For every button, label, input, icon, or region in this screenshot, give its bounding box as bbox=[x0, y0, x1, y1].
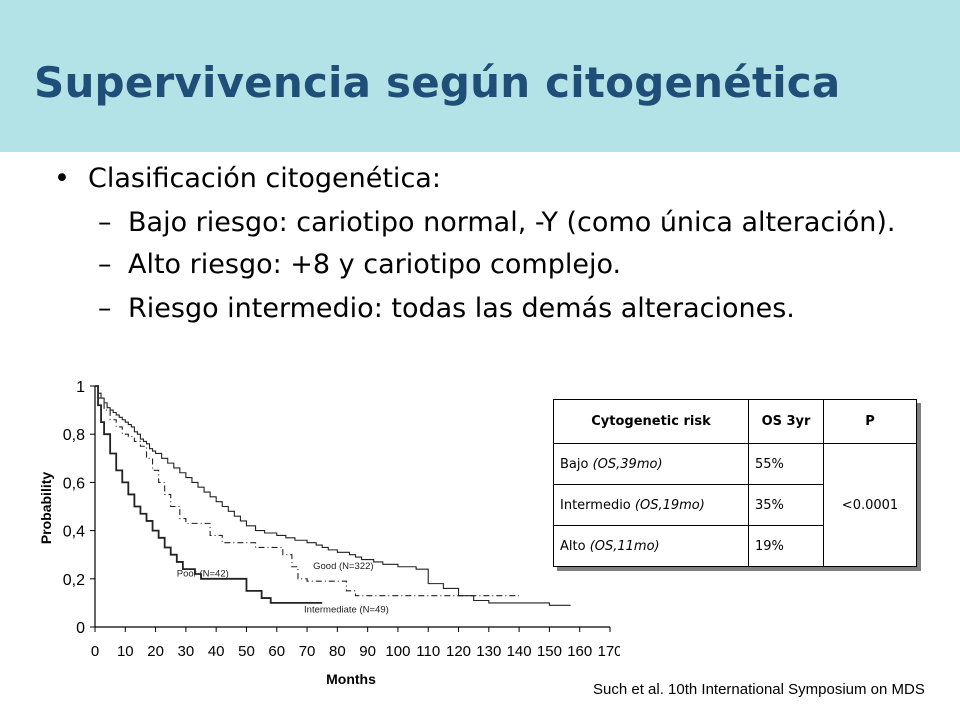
os-3yr-cell: 35% bbox=[748, 484, 824, 526]
x-tick-label: 100 bbox=[385, 643, 410, 660]
y-tick-label: 0,4 bbox=[63, 524, 85, 541]
chart-ticks: 00,20,40,60,810 10 20 30 40 50 60 70 80 90 100 110 1… bbox=[63, 379, 620, 660]
dash-glyph: – bbox=[98, 207, 112, 238]
dash-glyph: – bbox=[98, 293, 112, 324]
subbullet-text: Riesgo intermedio: todas las demás alter… bbox=[128, 293, 795, 324]
subbullet-item-low-risk: – Bajo riesgo: cariotipo normal, -Y (com… bbox=[50, 206, 950, 240]
series-label-good: Good (N=322) bbox=[313, 561, 373, 572]
y-tick-label: 0,6 bbox=[63, 475, 85, 492]
x-tick-label: 120 bbox=[446, 643, 471, 660]
risk-group-name: Alto bbox=[560, 538, 590, 554]
bullet-text: Clasificación citogenética: bbox=[88, 163, 441, 194]
os-3yr-cell: 19% bbox=[748, 525, 824, 567]
x-tick-label: 80 bbox=[329, 643, 346, 660]
y-tick-label: 0,2 bbox=[63, 572, 85, 589]
x-tick-label: 140 bbox=[507, 643, 532, 660]
dash-glyph: – bbox=[98, 249, 112, 280]
y-axis-label: Probability bbox=[38, 472, 54, 545]
risk-group-os: (OS,39mo) bbox=[592, 456, 663, 472]
table-row: Alto (OS,11mo) 19% bbox=[553, 525, 917, 567]
subbullet-item-high-risk: – Alto riesgo: +8 y cariotipo complejo. bbox=[50, 248, 950, 282]
bullet-item: • Clasificación citogenética: bbox=[50, 162, 950, 196]
km-survival-chart: 00,20,40,60,810 10 20 30 40 50 60 70 80 90 100 110 1… bbox=[38, 379, 620, 687]
slide-title: Supervivencia según citogenética bbox=[34, 58, 841, 107]
x-tick-label: 30 bbox=[178, 643, 195, 660]
table-row: Bajo (OS,39mo) 55% <0.0001 bbox=[553, 443, 917, 567]
km-line-intermediate bbox=[95, 385, 520, 597]
cytogenetic-risk-table: Cytogenetic risk OS 3yr P Bajo (OS,39mo)… bbox=[553, 399, 917, 567]
x-tick-label: 150 bbox=[537, 643, 562, 660]
title-banner bbox=[0, 0, 960, 152]
bullet-glyph: • bbox=[54, 163, 70, 194]
risk-group-name: Intermedio bbox=[560, 497, 635, 513]
y-tick-label: 1 bbox=[76, 379, 85, 396]
x-tick-label: 160 bbox=[567, 643, 592, 660]
x-tick-label: 20 bbox=[147, 643, 164, 660]
column-header: OS 3yr bbox=[748, 399, 824, 444]
km-line-good bbox=[95, 385, 571, 606]
subbullet-item-intermediate-risk: – Riesgo intermedio: todas las demás alt… bbox=[50, 292, 950, 326]
reference-citation: Such et al. 10th International Symposium… bbox=[593, 681, 925, 698]
risk-group-cell: Intermedio (OS,19mo) bbox=[553, 484, 749, 526]
x-tick-label: 170 bbox=[597, 643, 620, 660]
subbullet-text: Alto riesgo: +8 y cariotipo complejo. bbox=[128, 249, 622, 280]
risk-group-name: Bajo bbox=[560, 456, 593, 472]
risk-group-os: (OS,11mo) bbox=[589, 538, 660, 554]
column-header: P bbox=[823, 399, 917, 444]
x-tick-label: 40 bbox=[208, 643, 225, 660]
risk-group-cell: Bajo (OS,39mo) bbox=[553, 443, 749, 485]
column-header: Cytogenetic risk bbox=[553, 399, 749, 444]
y-tick-label: 0 bbox=[76, 620, 85, 637]
x-tick-label: 60 bbox=[268, 643, 285, 660]
chart-axes bbox=[94, 386, 610, 628]
x-tick-label: 70 bbox=[299, 643, 316, 660]
km-line-poor bbox=[95, 385, 323, 604]
bullet-list: • Clasificación citogenética: – Bajo rie… bbox=[50, 162, 950, 336]
series-label-poor: Poor (N=42) bbox=[177, 568, 229, 579]
os-3yr-cell: 55% bbox=[748, 443, 824, 485]
x-axis-label: Months bbox=[326, 671, 376, 687]
x-tick-label: 10 bbox=[117, 643, 134, 660]
chart-series-labels: Good (N=322) Intermediate (N=49) Poor (N=4… bbox=[177, 561, 389, 615]
series-label-intermediate: Intermediate (N=49) bbox=[304, 605, 389, 616]
chart-series bbox=[95, 385, 571, 606]
x-tick-label: 110 bbox=[416, 643, 440, 660]
p-value-cell: <0.0001 bbox=[823, 443, 917, 567]
table-header-row: Cytogenetic risk OS 3yr P bbox=[553, 399, 917, 444]
risk-group-os: (OS,19mo) bbox=[634, 497, 705, 513]
x-tick-label: 90 bbox=[359, 643, 376, 660]
subbullet-text: Bajo riesgo: cariotipo normal, -Y (como … bbox=[128, 207, 896, 238]
y-tick-label: 0,8 bbox=[63, 427, 85, 444]
x-tick-label: 130 bbox=[476, 643, 501, 660]
x-tick-label: 50 bbox=[238, 643, 255, 660]
x-tick-label: 0 bbox=[91, 643, 99, 660]
risk-group-cell: Alto (OS,11mo) bbox=[553, 525, 749, 567]
